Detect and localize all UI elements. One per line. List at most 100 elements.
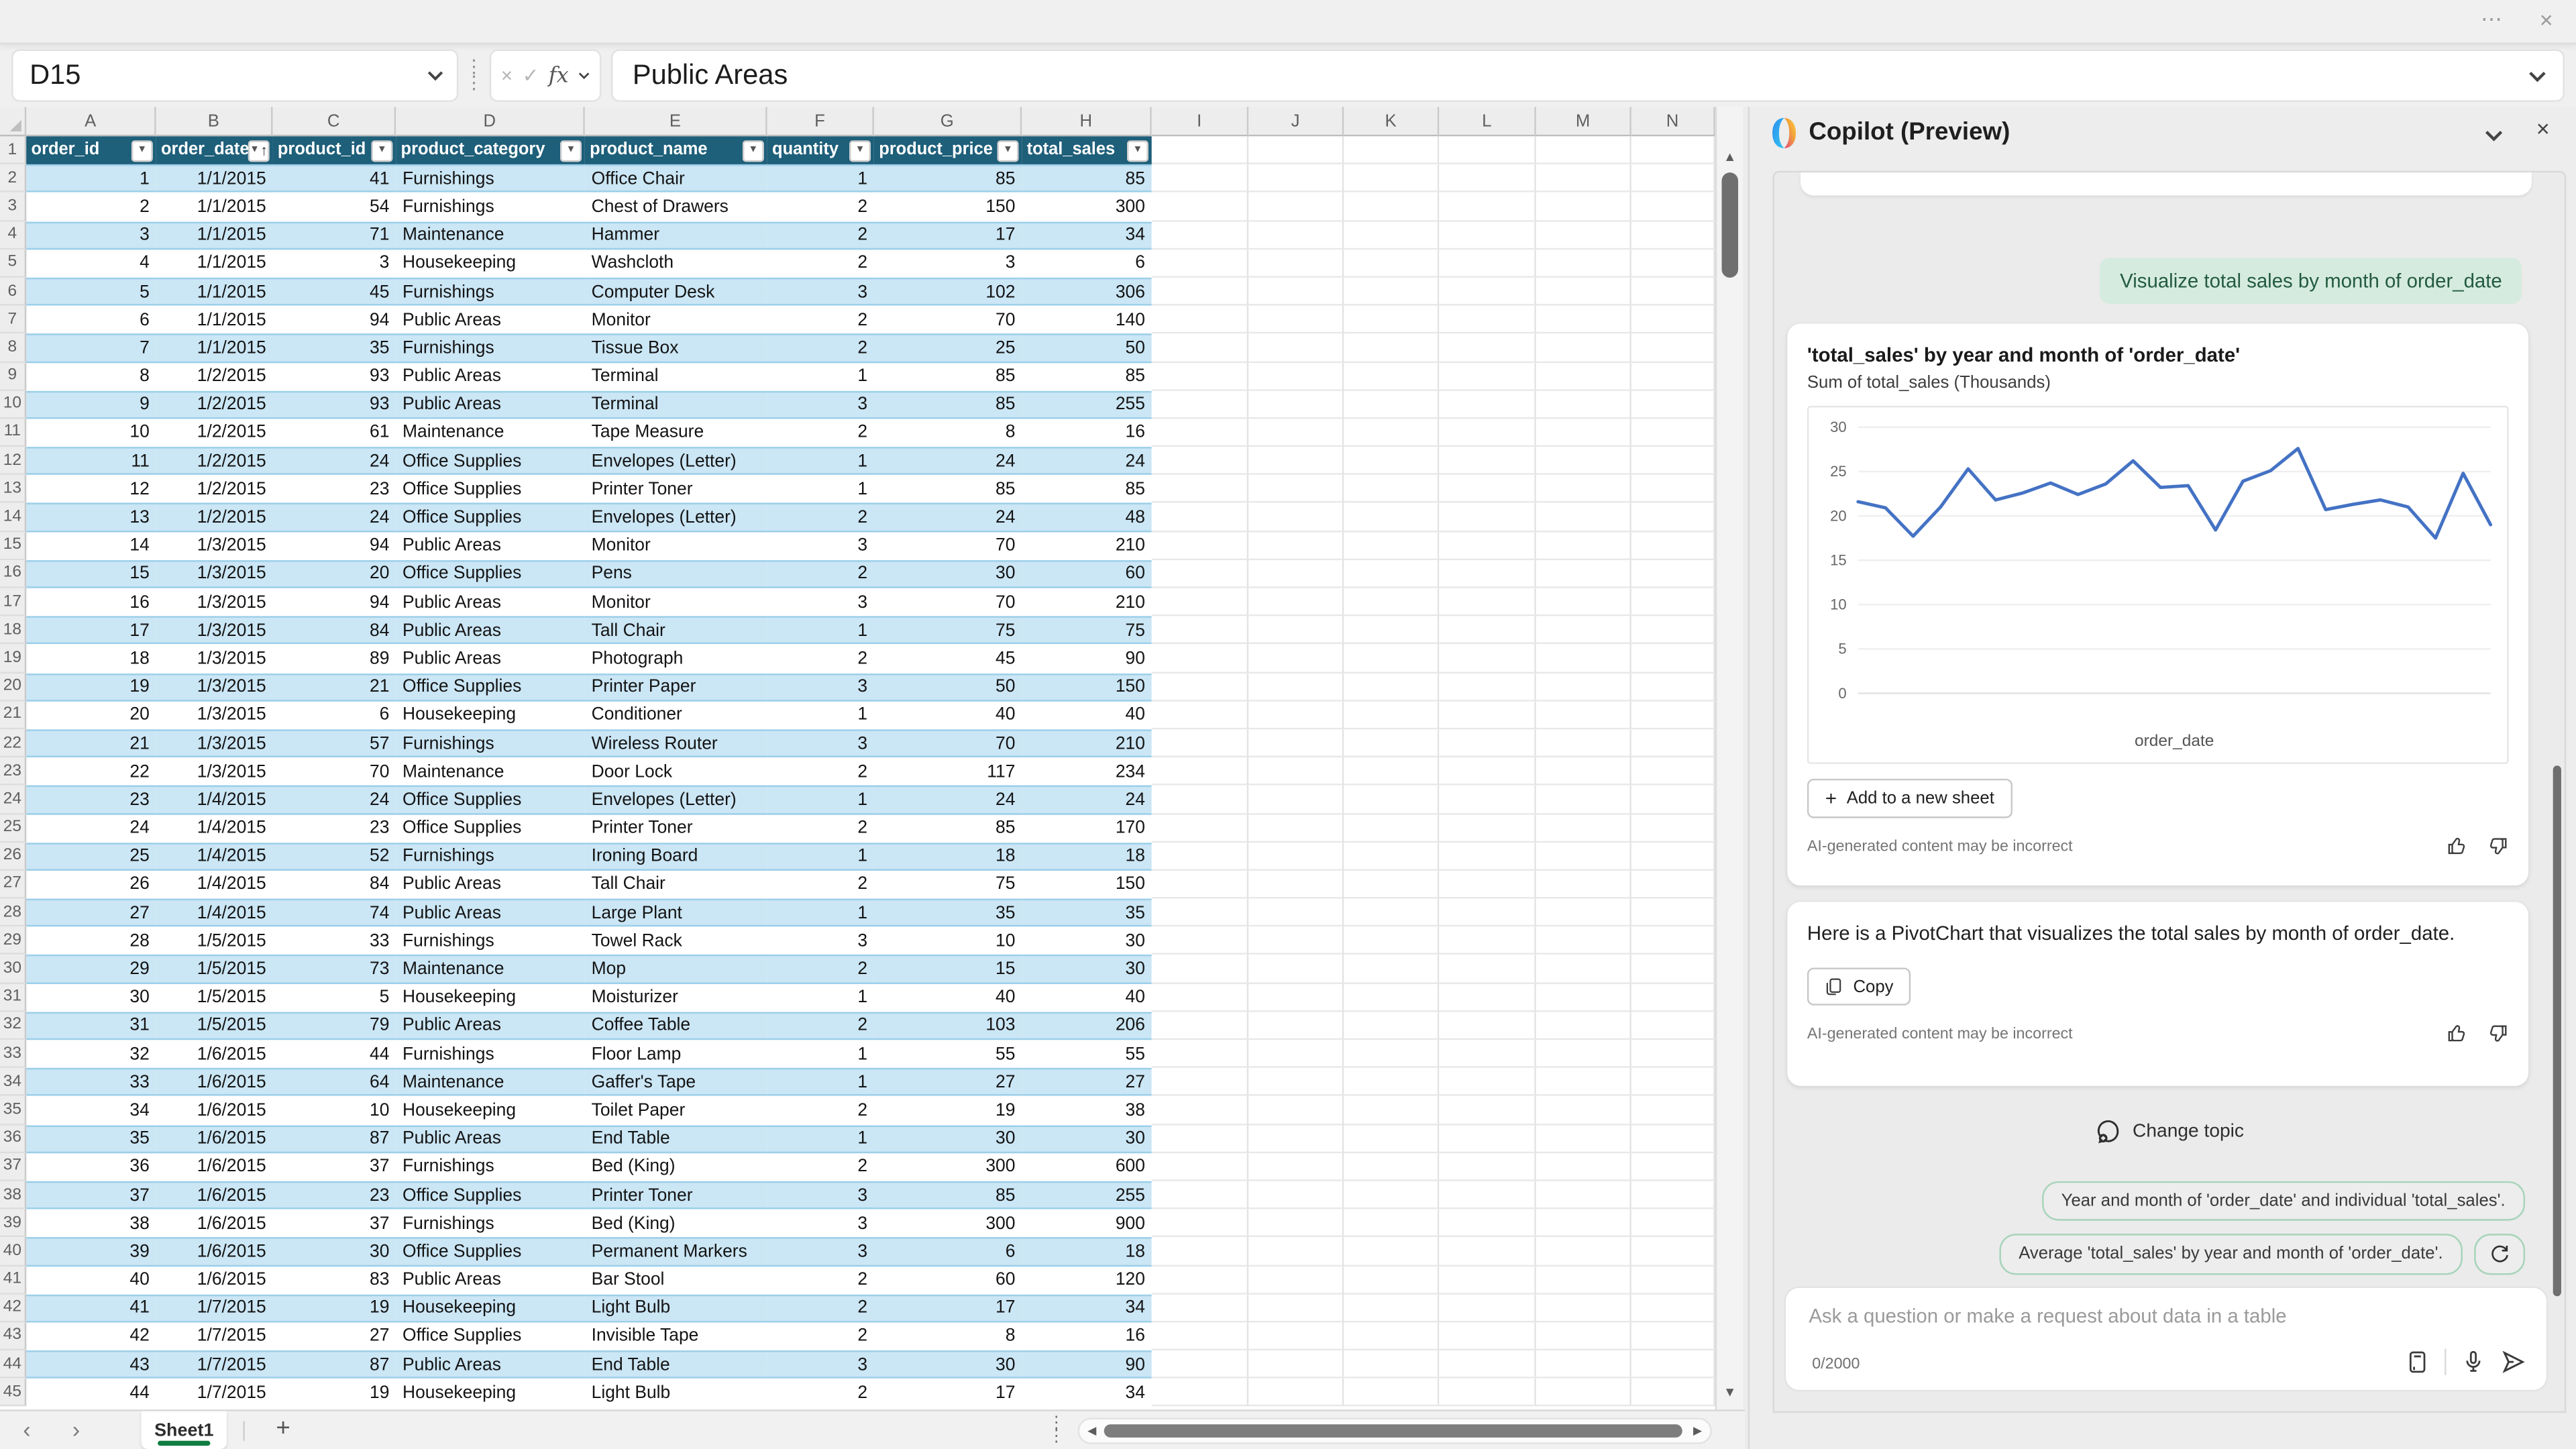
filter-button[interactable]: ▼↑ [248,140,270,161]
cell[interactable]: 19 [874,1096,1022,1124]
cell[interactable] [1152,673,1248,701]
cell[interactable]: 30 [26,983,156,1012]
cell[interactable]: 1 [767,1068,874,1096]
row-number[interactable]: 30 [0,955,26,983]
cell[interactable]: 5 [273,983,396,1012]
cell[interactable] [1631,1238,1715,1266]
cell[interactable]: Floor Lamp [585,1040,767,1068]
table-header-order_id[interactable]: order_id▼ [26,136,156,164]
cell[interactable] [1344,250,1439,278]
cell[interactable]: Printer Toner [585,475,767,503]
scroll-right-icon[interactable]: ▶ [1693,1424,1702,1438]
cell[interactable]: Public Areas [396,362,585,390]
cell[interactable] [1439,419,1536,447]
row-number[interactable]: 45 [0,1379,26,1407]
cell[interactable]: Furnishings [396,193,585,221]
cell[interactable] [1631,1294,1715,1322]
cell[interactable]: Office Supplies [396,447,585,475]
cell[interactable] [1439,645,1536,673]
cell[interactable] [1344,814,1439,842]
cell[interactable]: 1/2/2015 [156,362,273,390]
add-sheet-button[interactable]: + [276,1415,290,1443]
cell[interactable]: Office Supplies [396,503,585,531]
cell[interactable] [1248,1350,1344,1379]
refresh-suggestions-button[interactable] [2474,1234,2525,1275]
cell[interactable] [1248,899,1344,927]
row-number[interactable]: 7 [0,306,26,334]
cell[interactable] [1631,164,1715,193]
filter-button[interactable]: ▼ [849,140,871,161]
cell[interactable]: 3 [874,250,1022,278]
cell[interactable]: 30 [1022,927,1151,955]
cell[interactable]: 50 [874,673,1022,701]
cell[interactable]: Maintenance [396,757,585,786]
cell[interactable]: 1 [767,616,874,645]
suggestion-chip[interactable]: Average 'total_sales' by year and month … [1999,1234,2463,1275]
cell[interactable] [1536,1322,1631,1350]
cell[interactable]: 34 [1022,1294,1151,1322]
cell[interactable] [1536,814,1631,842]
cell[interactable] [1344,475,1439,503]
cell[interactable]: Moisturizer [585,983,767,1012]
cell[interactable] [1631,532,1715,560]
send-icon[interactable] [2500,1349,2526,1375]
cell[interactable]: 1/6/2015 [156,1181,273,1210]
cell[interactable] [1152,1124,1248,1152]
cell[interactable]: 8 [874,419,1022,447]
cell[interactable]: Maintenance [396,221,585,250]
cell[interactable]: 206 [1022,1012,1151,1040]
cell[interactable]: 85 [874,1181,1022,1210]
sheet-nav-right-icon[interactable]: › [72,1416,80,1442]
cell[interactable] [1248,250,1344,278]
cell[interactable]: 1/1/2015 [156,306,273,334]
cell[interactable]: 55 [1022,1040,1151,1068]
cell[interactable] [1248,1124,1344,1152]
cell[interactable] [1152,757,1248,786]
cell[interactable]: 16 [1022,419,1151,447]
cell[interactable]: 900 [1022,1210,1151,1238]
cell[interactable] [1536,786,1631,814]
cell[interactable]: 1 [767,786,874,814]
vertical-scroll-thumb[interactable] [1722,172,1738,278]
cell[interactable]: 30 [1022,1124,1151,1152]
cell[interactable]: Permanent Markers [585,1238,767,1266]
cell[interactable] [1248,1238,1344,1266]
cell[interactable]: 30 [874,1124,1022,1152]
cell[interactable] [1344,955,1439,983]
cell[interactable]: 1 [767,362,874,390]
cell[interactable]: 170 [1022,814,1151,842]
cell[interactable] [1439,899,1536,927]
cell[interactable]: 150 [874,193,1022,221]
cell[interactable]: 79 [273,1012,396,1040]
cell[interactable]: 24 [273,786,396,814]
cancel-entry-icon[interactable]: × [501,64,513,87]
cell[interactable]: 61 [273,419,396,447]
cell[interactable]: 18 [26,645,156,673]
row-number[interactable]: 8 [0,334,26,362]
cell[interactable]: 17 [874,221,1022,250]
cell[interactable] [1248,814,1344,842]
row-number[interactable]: 36 [0,1124,26,1152]
cell[interactable] [1152,306,1248,334]
cell[interactable]: 44 [26,1379,156,1407]
row-number[interactable]: 44 [0,1350,26,1379]
cell[interactable] [1439,871,1536,899]
cell[interactable]: 40 [1022,983,1151,1012]
cell[interactable]: 1 [767,475,874,503]
cell[interactable]: 24 [273,503,396,531]
cell[interactable]: Public Areas [396,1124,585,1152]
cell[interactable] [1344,1322,1439,1350]
cell[interactable] [1439,362,1536,390]
cell[interactable]: 1/1/2015 [156,164,273,193]
cell[interactable] [1248,390,1344,419]
cell[interactable]: 13 [26,503,156,531]
cell[interactable]: 37 [26,1181,156,1210]
cell[interactable]: Tall Chair [585,871,767,899]
cell[interactable] [1536,899,1631,927]
cell[interactable] [1344,503,1439,531]
thumbs-up-icon[interactable] [2447,1022,2469,1044]
cell[interactable]: 25 [874,334,1022,362]
cell[interactable]: 52 [273,843,396,871]
microphone-icon[interactable] [2461,1349,2486,1375]
cell[interactable]: 45 [273,278,396,306]
